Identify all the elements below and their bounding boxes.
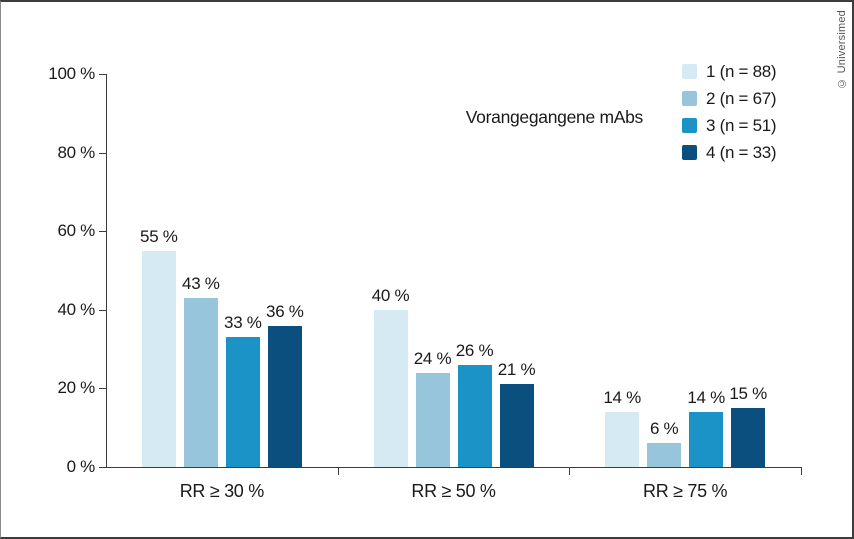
- y-tick: [99, 388, 106, 390]
- x-axis-line: [106, 467, 802, 468]
- copyright-credit: © Universimed: [836, 10, 848, 89]
- bar-value-label: 14 %: [687, 387, 725, 407]
- bar-series4: [499, 384, 534, 467]
- x-category-label: RR ≥ 50 %: [411, 481, 496, 501]
- x-category-label: RR ≥ 75 %: [643, 481, 728, 501]
- legend-swatch: [682, 91, 697, 106]
- legend-item: 1 (n = 88): [682, 62, 777, 81]
- legend-item: 3 (n = 51): [682, 116, 777, 135]
- bar-series1: [605, 411, 640, 467]
- legend-item: 2 (n = 67): [682, 89, 777, 108]
- bar-series2: [647, 443, 682, 467]
- y-tick-label: 80 %: [57, 142, 95, 162]
- bar-value-label: 21 %: [497, 360, 536, 380]
- bar-value-label: 6 %: [649, 419, 679, 439]
- y-axis-line: [106, 74, 107, 467]
- legend-item-label: 4 (n = 33): [706, 143, 777, 162]
- bar-series3: [689, 411, 724, 467]
- bar-series3: [225, 337, 260, 467]
- y-tick: [99, 152, 106, 154]
- x-tick: [569, 468, 571, 475]
- bar-value-label: 24 %: [413, 348, 452, 368]
- bar-series4: [267, 325, 302, 467]
- legend-swatch: [682, 64, 697, 79]
- legend-title: Vorangegangene mAbs: [465, 107, 644, 127]
- y-tick-label: 100 %: [48, 64, 95, 83]
- bar-value-label: 15 %: [729, 384, 767, 404]
- bar-series2: [183, 298, 218, 467]
- y-tick-label: 40 %: [57, 299, 95, 319]
- y-tick-label: 0 %: [66, 457, 96, 476]
- legend-item-label: 1 (n = 88): [706, 62, 777, 81]
- x-category-label: RR ≥ 30 %: [179, 481, 265, 501]
- bar-value-label: 36 %: [266, 301, 304, 321]
- legend-swatch: [682, 118, 697, 133]
- x-tick: [337, 468, 339, 475]
- x-tick: [801, 468, 802, 475]
- bar-value-label: 33 %: [224, 313, 262, 333]
- y-tick: [99, 309, 106, 311]
- bar-series1: [373, 309, 408, 467]
- legend-item-label: 2 (n = 67): [706, 89, 777, 108]
- bar-value-label: 26 %: [455, 340, 494, 360]
- bar-series4: [731, 408, 766, 467]
- y-tick: [99, 74, 106, 75]
- bar-series1: [141, 250, 176, 467]
- legend-item: 4 (n = 33): [682, 143, 777, 162]
- y-tick: [99, 467, 106, 468]
- y-tick: [99, 231, 106, 233]
- legend: 1 (n = 88) 2 (n = 67) 3 (n = 51) 4 (n = 33): [682, 62, 777, 162]
- legend-swatch: [682, 145, 697, 160]
- y-tick-label: 20 %: [57, 378, 95, 398]
- bar-value-label: 40 %: [371, 285, 410, 305]
- legend-item-label: 3 (n = 51): [706, 116, 777, 135]
- bar-value-label: 43 %: [182, 274, 220, 293]
- y-tick-label: 60 %: [57, 221, 95, 241]
- bar-value-label: 55 %: [140, 226, 178, 246]
- bar-value-label: 14 %: [603, 387, 641, 407]
- bar-series2: [415, 372, 450, 467]
- bar-series3: [457, 364, 492, 467]
